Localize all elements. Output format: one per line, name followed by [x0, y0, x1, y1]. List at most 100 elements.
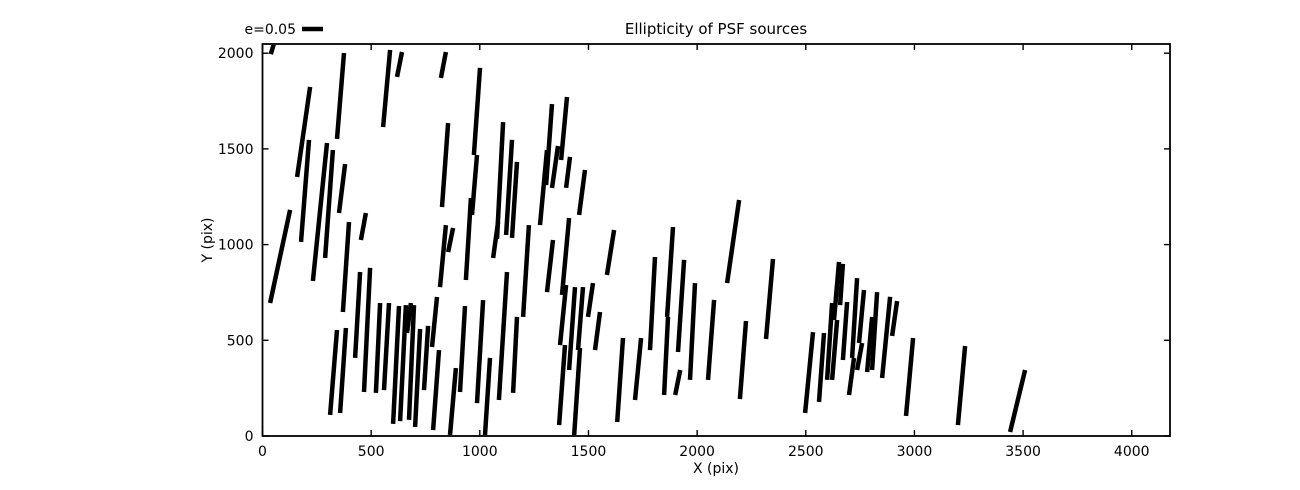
- whisker-segment: [430, 349, 442, 431]
- x-tick-label: 2000: [679, 444, 715, 460]
- whisker-segment: [509, 161, 520, 239]
- whisker-segment: [268, 44, 276, 55]
- whisker-segment: [856, 289, 867, 344]
- axes-spines: [261, 43, 1171, 437]
- whisker-segment: [406, 305, 417, 420]
- x-tick-label: 500: [358, 444, 385, 460]
- y-tick-label: 500: [227, 333, 254, 349]
- whisker-segment: [664, 226, 676, 318]
- whisker-segment: [1007, 369, 1028, 433]
- whisker-segment: [889, 300, 900, 337]
- whisker-segment: [327, 329, 340, 416]
- whisker-segment: [352, 271, 363, 359]
- whisker-segment: [604, 229, 617, 276]
- whisker-segment: [447, 367, 459, 436]
- whisker-segment: [334, 52, 347, 140]
- x-tick-label: 3000: [897, 444, 933, 460]
- whisker-segment: [510, 316, 520, 394]
- whisker-segment: [879, 296, 893, 379]
- whisker-segment: [494, 121, 506, 240]
- x-tick-label: 2500: [788, 444, 824, 460]
- whisker-segment: [566, 286, 578, 371]
- whisker-segment: [471, 67, 483, 156]
- whisker-segment: [576, 169, 588, 216]
- whisker-segment: [647, 256, 658, 351]
- whisker-segment: [373, 302, 383, 394]
- whisker-segment: [816, 332, 827, 403]
- whisker-segment: [390, 305, 402, 425]
- whisker-segment: [438, 51, 449, 79]
- whisker-segment: [503, 139, 515, 236]
- whisker-segment: [496, 271, 510, 401]
- whisker-segment: [469, 154, 480, 216]
- whisker-segment: [705, 299, 717, 381]
- whisker-segment: [439, 122, 451, 208]
- whisker-segment: [421, 325, 431, 391]
- whisker-segment: [267, 209, 293, 304]
- whisker-segment: [632, 337, 644, 401]
- whisker-segment: [380, 49, 393, 128]
- whisker-segment: [294, 86, 313, 178]
- whisker-segment: [310, 142, 330, 282]
- whisker-segment: [412, 328, 423, 428]
- ticks-layer: 0 500 1000 1500 2000 2500 3000 3500 4000 0 500 1000…: [218, 44, 1170, 460]
- whisker-segment: [661, 316, 671, 396]
- whisker-segment: [854, 342, 865, 371]
- chart-title: Ellipticity of PSF sources: [625, 20, 807, 38]
- whisker-segment: [585, 282, 596, 318]
- x-axis-label: X (pix): [693, 461, 739, 477]
- whisker-segment: [724, 199, 742, 284]
- whisker-segment: [675, 259, 687, 353]
- whisker-segment: [490, 221, 501, 259]
- whisker-segment: [394, 51, 405, 78]
- whisker-segment: [849, 277, 860, 359]
- whisker-segment: [381, 302, 392, 391]
- whisker-segment: [672, 369, 683, 396]
- whisker-segment: [445, 227, 456, 253]
- y-tick-label: 1500: [218, 142, 254, 158]
- whisker-segment: [829, 319, 840, 381]
- whisker-segment: [474, 299, 486, 404]
- whisker-segment: [404, 302, 414, 334]
- x-tick-label: 1500: [571, 444, 607, 460]
- plot-area: [262, 44, 1170, 436]
- whisker-segment: [361, 267, 373, 393]
- whisker-segment: [955, 345, 968, 426]
- whisker-segment: [614, 337, 626, 423]
- whisker-segment: [737, 320, 749, 400]
- whisker-segment: [571, 347, 583, 436]
- whisker-segment: [864, 316, 875, 373]
- x-tick-label: 3500: [1005, 444, 1041, 460]
- whisker-segment: [837, 263, 846, 306]
- whisker-segment: [556, 344, 568, 426]
- x-tick-label: 4000: [1114, 444, 1150, 460]
- whisker-segment: [559, 217, 572, 296]
- whisker-segment: [358, 212, 369, 241]
- x-tick-label: 0: [258, 444, 267, 460]
- whisker-segment: [563, 156, 573, 189]
- whisker-segment: [520, 224, 532, 318]
- y-tick-label: 0: [245, 429, 254, 445]
- x-tick-label: 1000: [462, 444, 498, 460]
- y-axis-label: Y (pix): [200, 218, 216, 264]
- whisker-segment: [437, 224, 449, 288]
- whisker-segment: [840, 301, 850, 361]
- whisker-segment: [544, 239, 556, 293]
- whisker-segment: [903, 337, 916, 417]
- whisker-segment: [337, 327, 349, 414]
- whisker-segment: [336, 163, 348, 214]
- whisker-segment: [592, 311, 603, 351]
- whisker-segment: [687, 282, 698, 381]
- whisker-segments-layer: [267, 44, 1028, 436]
- whisker-segment: [322, 149, 336, 259]
- whisker-segment: [763, 258, 776, 340]
- whisker-segment: [869, 291, 880, 371]
- whisker-segment: [824, 302, 835, 381]
- whisker-segment: [340, 221, 352, 313]
- legend-label: e=0.05: [244, 22, 296, 38]
- whisker-segment: [543, 103, 555, 186]
- whisker-segment: [429, 296, 440, 348]
- whisker-segment: [802, 331, 816, 414]
- whisker-segment: [298, 139, 312, 243]
